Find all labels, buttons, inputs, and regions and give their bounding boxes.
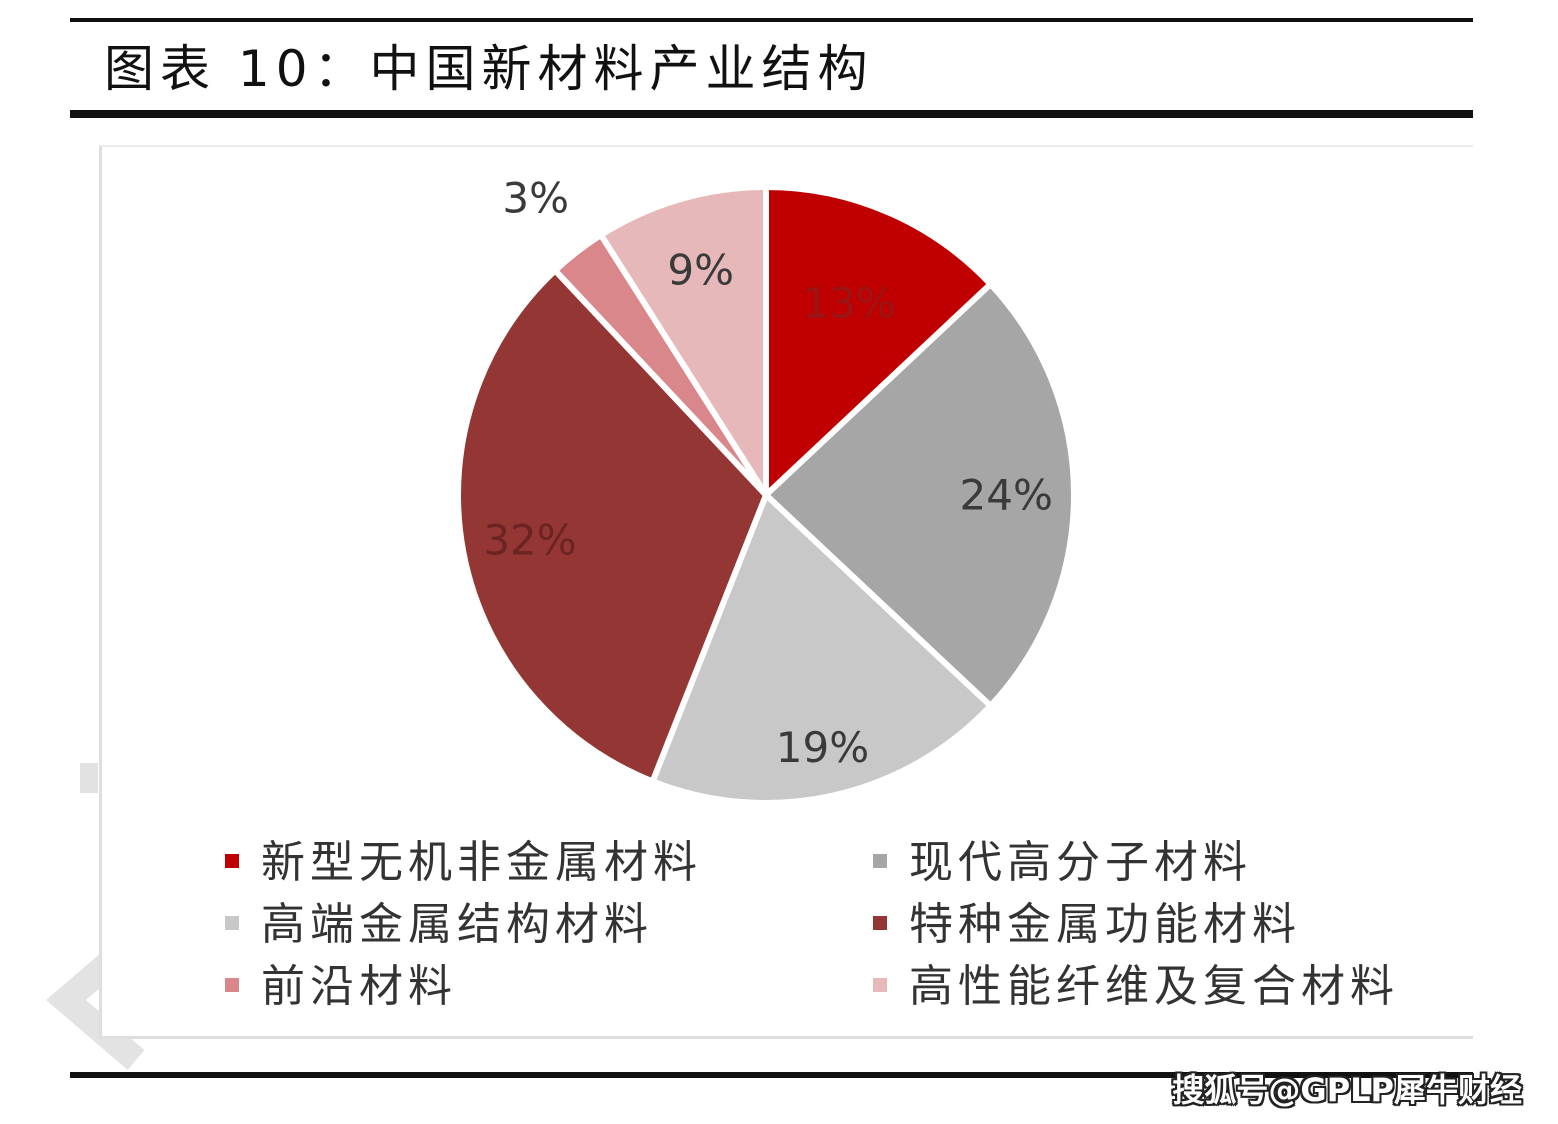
legend-label: 现代高分子材料 [909,837,1252,888]
pie-slice-label-1: 13% [802,278,895,327]
pie-slice-label-4: 32% [483,516,576,565]
legend-item-6: 高性能纤维及复合材料 [873,956,1399,1018]
legend-label: 新型无机非金属材料 [261,837,702,888]
legend-item-4: 特种金属功能材料 [873,894,1301,956]
chart-title: 图表 10：中国新材料产业结构 [104,40,874,98]
pie-slice-label-6: 9% [667,246,734,295]
pie-slice-4 [455,267,769,785]
legend-item-3: 高端金属结构材料 [225,894,653,956]
legend-swatch-icon [873,978,887,992]
pie-slice-6 [597,184,769,498]
pie-slice-label-3: 19% [776,723,869,772]
legend-label: 特种金属功能材料 [909,899,1301,950]
pie-slice-2 [763,281,1077,709]
legend-label: 高性能纤维及复合材料 [909,961,1399,1012]
title-rule [70,110,1473,118]
legend-item-1: 新型无机非金属材料 [225,832,702,894]
legend-swatch-icon [225,916,239,930]
legend: 新型无机非金属材料 现代高分子材料高端金属结构材料 特种金属功能材料前沿材料 高性能纤… [225,832,1475,1032]
legend-item-5: 前沿材料 [225,956,457,1018]
legend-swatch-icon [225,978,239,992]
legend-label: 前沿材料 [261,961,457,1012]
watermark-text: 搜狐号@GPLP犀牛财经 [1172,1071,1522,1109]
legend-swatch-icon [225,854,239,868]
pie-slice-label-5: 3% [502,174,569,223]
top-rule [70,18,1473,22]
bottom-rule [70,1072,1473,1078]
legend-swatch-icon [873,916,887,930]
pie-slice-1 [763,184,994,498]
legend-swatch-icon [873,854,887,868]
legend-item-2: 现代高分子材料 [873,832,1252,894]
legend-label: 高端金属结构材料 [261,899,653,950]
decorative-mark [80,763,98,793]
pie-slice-label-2: 24% [960,471,1053,520]
